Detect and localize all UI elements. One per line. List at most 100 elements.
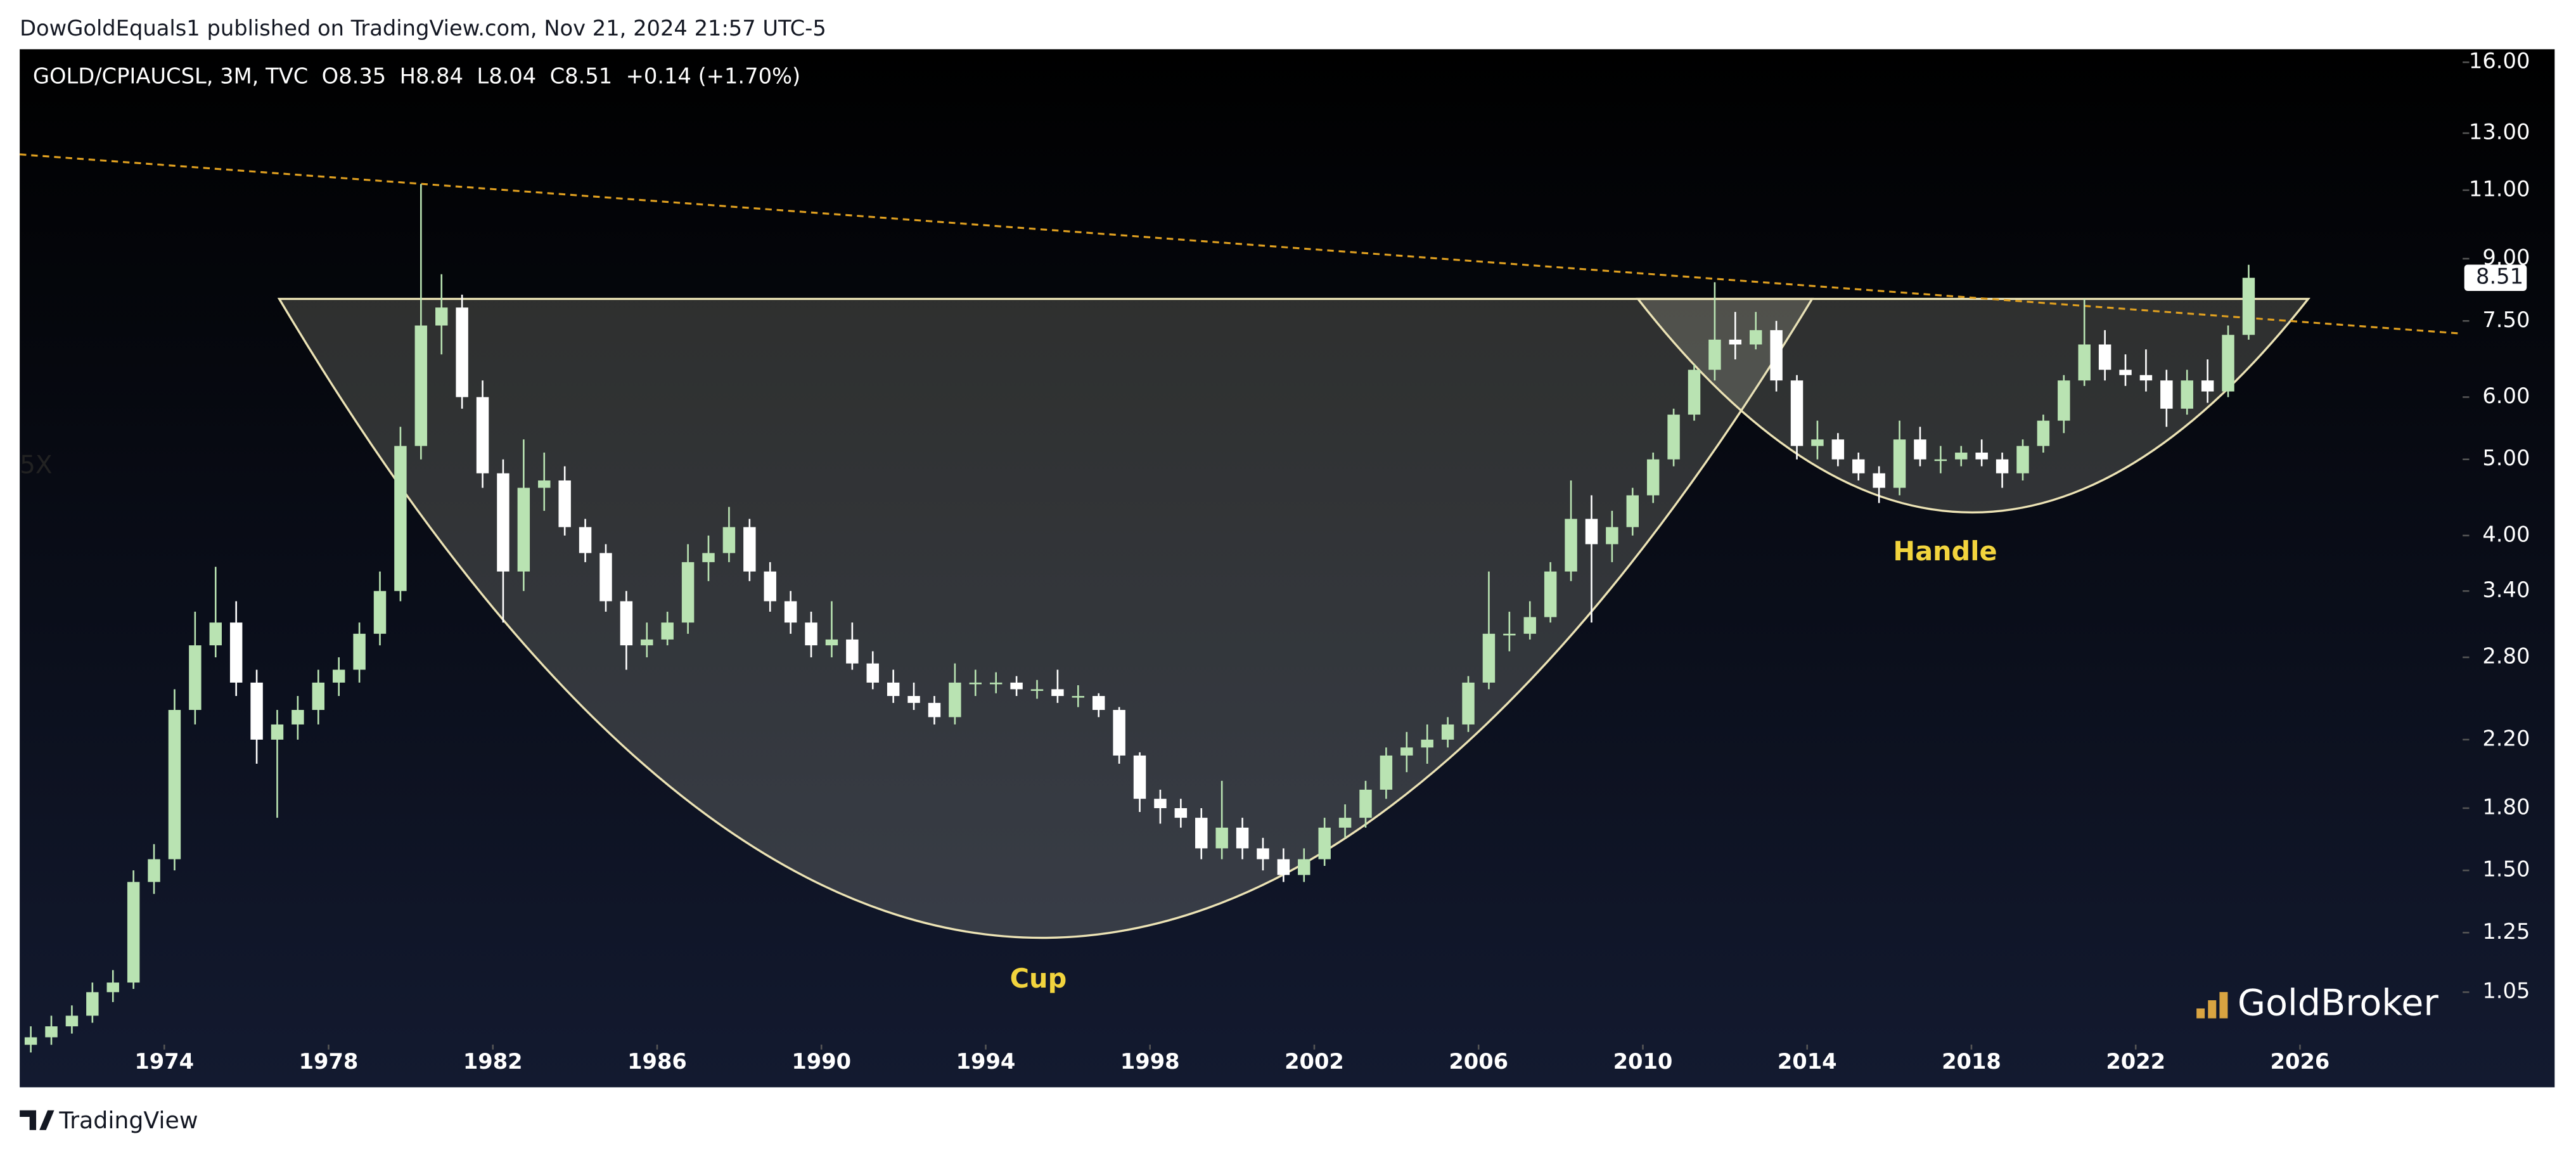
handle-shape — [1636, 297, 2310, 513]
candle-body — [1338, 818, 1352, 828]
candle-body — [1955, 453, 1968, 460]
candle-body — [866, 663, 879, 683]
candle-body — [2201, 380, 2214, 392]
candle-body — [1893, 439, 1906, 488]
logo-bar — [2196, 1008, 2205, 1019]
x-tick-label: 1986 — [627, 1049, 687, 1074]
candle-body — [1400, 747, 1413, 756]
y-tick-label: 2.20 — [2482, 726, 2530, 750]
candle-body — [681, 562, 695, 623]
x-tick-label: 1982 — [463, 1049, 523, 1074]
candle-body — [743, 527, 756, 572]
candle-body — [1359, 789, 1372, 818]
candle-body — [805, 622, 817, 646]
candle-body — [1646, 459, 1660, 496]
x-tick-label: 2022 — [2106, 1049, 2165, 1074]
candle-body — [1996, 459, 2009, 473]
candle-body — [1318, 827, 1331, 860]
candle-body — [2037, 420, 2050, 446]
candle-body — [24, 1037, 37, 1045]
watermark: GoldBroker — [2238, 982, 2438, 1024]
y-tick-label: 16.00 — [2469, 49, 2530, 74]
candle-body — [1585, 519, 1598, 544]
candle-body — [846, 639, 859, 664]
candle-body — [332, 669, 345, 683]
candle-body — [825, 639, 838, 646]
candle-body — [1914, 439, 1926, 460]
y-tick-label: 7.50 — [2482, 307, 2530, 332]
candle-body — [229, 622, 243, 683]
candle-body — [887, 682, 900, 697]
logo-bar — [2219, 992, 2228, 1019]
candle-body — [620, 601, 633, 646]
y-tick-label: 1.05 — [2482, 979, 2530, 1003]
candle-body — [1421, 739, 1433, 748]
candle-body — [722, 527, 736, 553]
candle-body — [435, 307, 448, 326]
candle-body — [476, 397, 489, 473]
candle-body — [969, 682, 982, 685]
side-label: 5X — [20, 451, 52, 479]
y-tick-label: 2.80 — [2482, 643, 2530, 668]
candle-body — [1708, 339, 1721, 370]
logo-bar — [2208, 1000, 2217, 1019]
candle-body — [1462, 682, 1475, 725]
x-tick-label: 2018 — [1942, 1049, 2001, 1074]
candle-body — [1051, 689, 1064, 697]
candle-body — [250, 682, 263, 740]
candle-body — [65, 1015, 79, 1027]
x-tick-label: 1978 — [299, 1049, 359, 1074]
candle-body — [1174, 808, 1188, 818]
trend-line — [19, 153, 2460, 335]
candle-body — [456, 307, 468, 397]
candle-body — [1092, 696, 1105, 711]
y-tick-label: 6.00 — [2482, 383, 2530, 408]
candle-body — [538, 480, 551, 488]
candle-body — [1113, 710, 1125, 756]
candle-body — [641, 639, 653, 646]
x-tick-label: 1990 — [791, 1049, 851, 1074]
candle-body — [1010, 682, 1023, 690]
footer-brand: TradingView — [58, 1107, 198, 1134]
candle-body — [949, 682, 961, 718]
candle-body — [764, 571, 776, 602]
candle-body — [702, 553, 715, 562]
candle-body — [1770, 330, 1783, 381]
candle-body — [2058, 380, 2070, 421]
candle-body — [1257, 848, 1269, 860]
candle-body — [558, 480, 571, 527]
candle-body — [2222, 335, 2234, 392]
x-tick-label: 2010 — [1613, 1049, 1673, 1074]
candle-body — [661, 622, 674, 640]
candle-body — [1626, 495, 1639, 527]
candle-body — [928, 702, 941, 718]
y-tick-label: 3.40 — [2482, 577, 2530, 602]
y-tick-label: 11.00 — [2469, 177, 2530, 202]
candle-body — [2098, 344, 2111, 370]
candle-body — [127, 882, 140, 983]
x-tick-label: 1974 — [134, 1049, 194, 1074]
candle-body — [1215, 827, 1228, 849]
candle-body — [2016, 446, 2029, 473]
candle-body — [394, 446, 407, 591]
candle-body — [1749, 330, 1762, 345]
candle-body — [1482, 633, 1496, 683]
candle-body — [1030, 689, 1044, 691]
candle-body — [353, 633, 366, 670]
publisher-line: DowGoldEquals1 published on TradingView.… — [20, 16, 826, 41]
candle-body — [1380, 755, 1393, 790]
candle-body — [2242, 278, 2255, 335]
candle-body — [45, 1026, 58, 1038]
candle-body — [2119, 370, 2132, 375]
candle-body — [189, 645, 202, 711]
candle-body — [599, 553, 612, 602]
y-tick-label: 5.00 — [2482, 446, 2530, 470]
candle-body — [292, 710, 304, 725]
candle-body — [907, 696, 920, 703]
candle-body — [989, 682, 1003, 685]
candle-body — [1544, 571, 1557, 617]
chart-background — [20, 49, 2555, 1088]
y-tick-label: 1.25 — [2482, 919, 2530, 944]
candle-body — [1811, 439, 1824, 446]
